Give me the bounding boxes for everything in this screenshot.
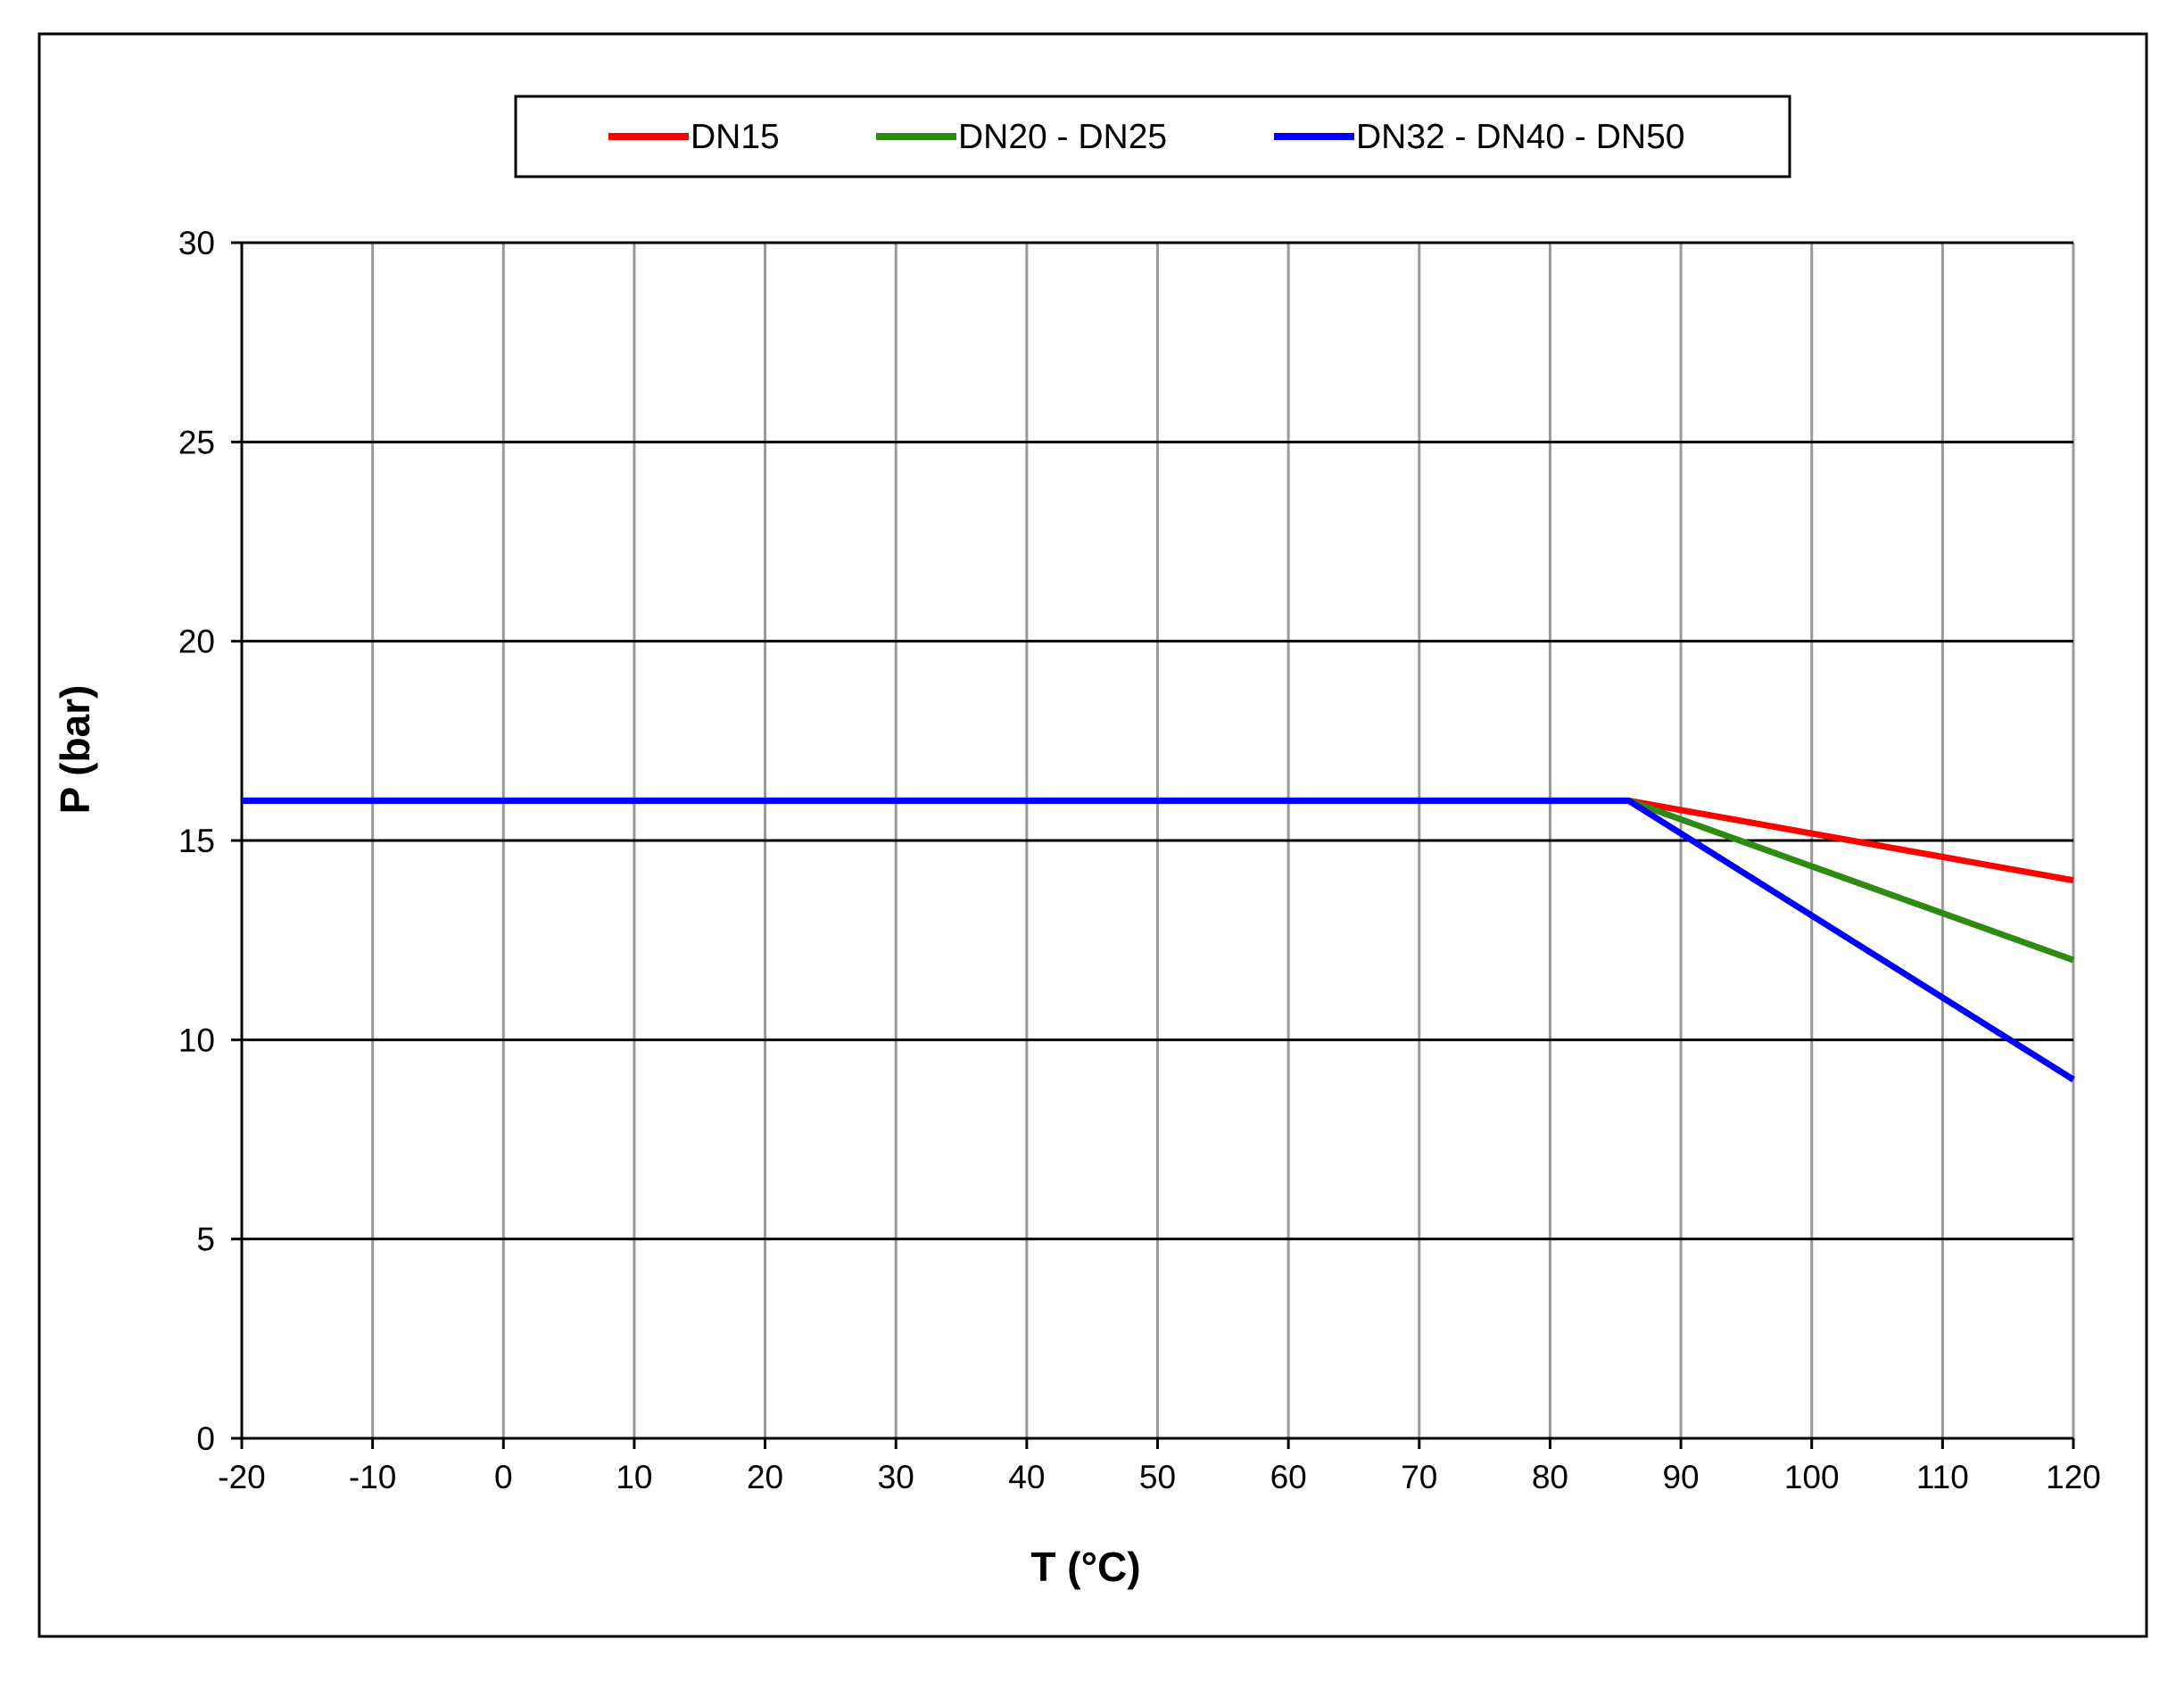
x-tick-label: 120 [2046, 1459, 2101, 1495]
x-tick-label: 40 [1008, 1459, 1045, 1495]
x-tick-label: 20 [747, 1459, 783, 1495]
legend-label-dn32-dn40-dn50: DN32 - DN40 - DN50 [1356, 118, 1684, 156]
y-tick-label: 15 [178, 823, 215, 859]
x-tick-label: 100 [1784, 1459, 1840, 1495]
axes [231, 241, 2075, 1449]
x-tick-label: -20 [218, 1459, 265, 1495]
y-tick-label: 0 [196, 1420, 215, 1457]
legend-label-dn20-dn25: DN20 - DN25 [958, 118, 1167, 156]
series-lines [242, 797, 2075, 1082]
x-tick-label: 0 [494, 1459, 513, 1495]
y-axis-title: P (bar) [52, 685, 98, 815]
x-tick-label: 90 [1662, 1459, 1699, 1495]
legend-label-dn15: DN15 [691, 118, 780, 156]
tick-labels: 0 5 10 15 20 25 30 -20 -10 0 10 20 30 40 50 60 70 80 90 100… [178, 225, 2101, 1495]
y-tick-label: 10 [178, 1022, 215, 1058]
grid [242, 241, 2075, 1438]
legend: DN15 DN20 - DN25 DN32 - DN40 - DN50 [514, 95, 1791, 178]
legend-box [514, 95, 1791, 178]
x-tick-label: 110 [1916, 1459, 1969, 1495]
x-tick-label: 30 [878, 1459, 914, 1495]
x-tick-label: 50 [1139, 1459, 1176, 1495]
y-tick-label: 25 [178, 424, 215, 460]
x-tick-label: 80 [1532, 1459, 1568, 1495]
x-tick-label: 70 [1401, 1459, 1437, 1495]
chart-frame [37, 32, 2148, 1638]
x-tick-label: -10 [349, 1459, 396, 1495]
x-axis-title: T (°C) [1030, 1544, 1140, 1590]
series-line-dn32-dn40-dn50 [242, 797, 2075, 1082]
y-tick-label: 5 [196, 1221, 215, 1258]
y-tick-label: 20 [178, 624, 215, 660]
x-tick-label: 60 [1270, 1459, 1307, 1495]
x-tick-label: 10 [616, 1459, 652, 1495]
y-tick-label: 30 [178, 225, 215, 261]
